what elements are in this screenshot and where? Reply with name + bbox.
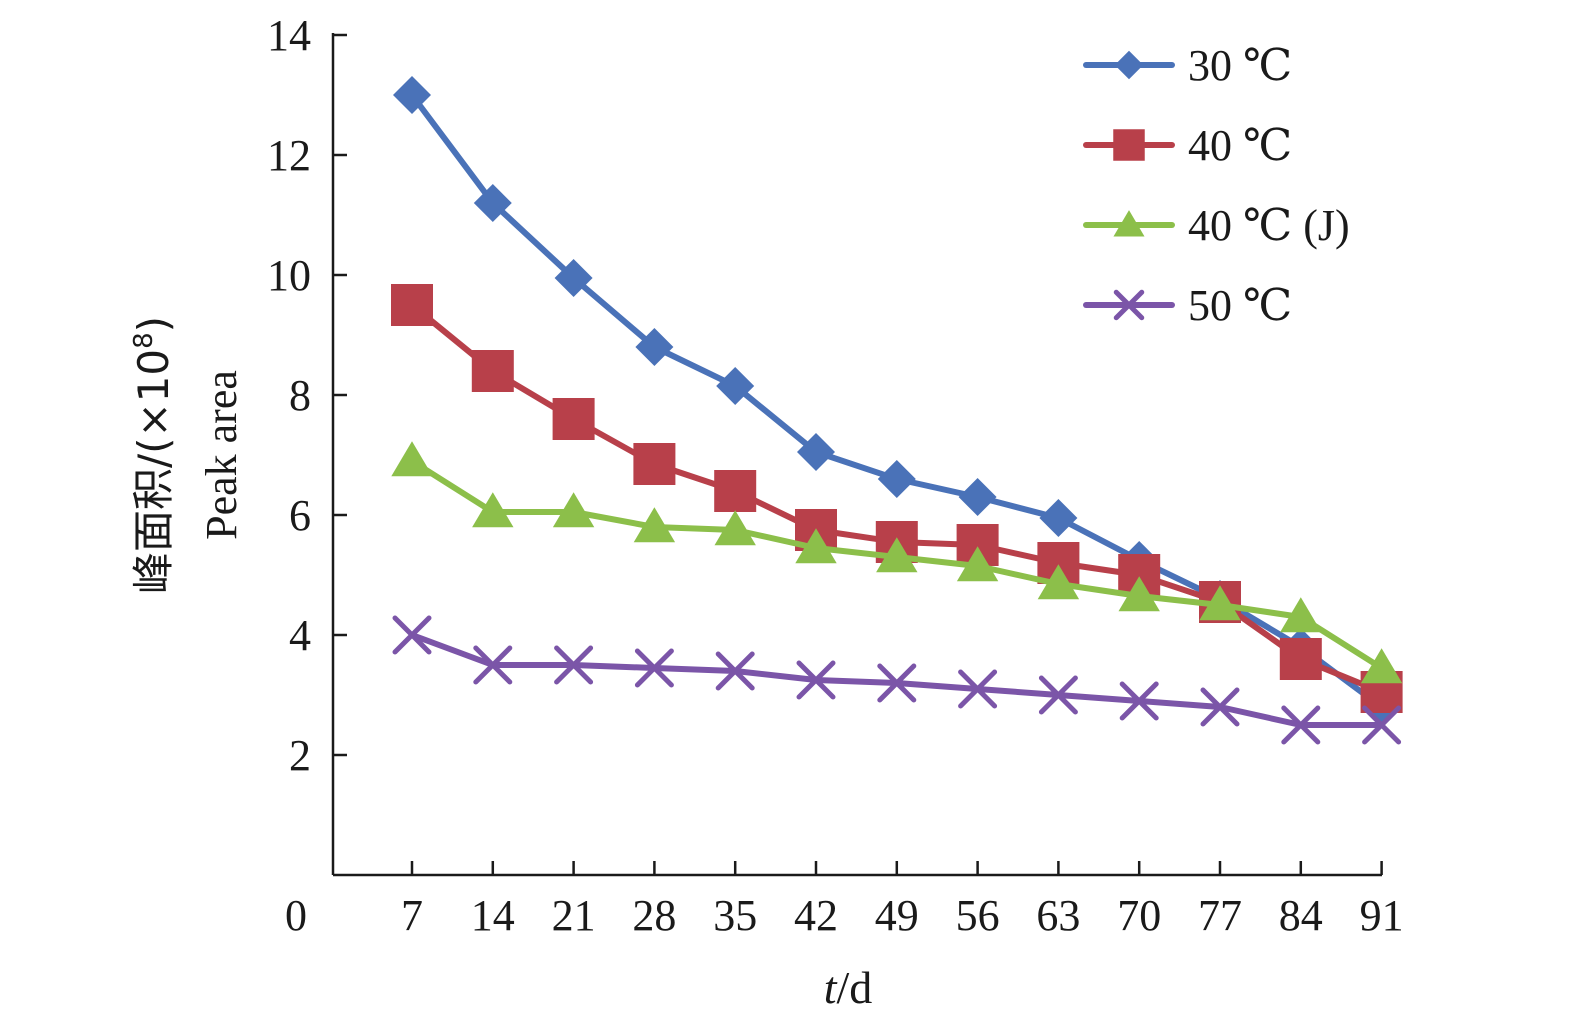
- data-point: [393, 76, 431, 114]
- y-tick-label: 6: [289, 491, 311, 540]
- x-origin-label: 0: [285, 891, 307, 940]
- data-point: [956, 546, 999, 582]
- legend-item: 40 ℃: [1083, 121, 1292, 170]
- data-point: [1038, 675, 1078, 715]
- x-tick-label: 28: [632, 891, 676, 940]
- y-ticks: 2 4 6 8 10 12 14: [267, 11, 347, 780]
- y-tick-label: 8: [289, 371, 311, 420]
- legend-label: 40 ℃: [1188, 121, 1292, 170]
- data-point: [552, 492, 595, 528]
- legend-swatch-marker: [1113, 289, 1145, 321]
- y-tick-label: 4: [289, 611, 311, 660]
- legend-label: 40 ℃ (J): [1188, 201, 1350, 250]
- x-axis-label-variable: t: [824, 962, 838, 1013]
- series-3: [391, 441, 1403, 684]
- x-tick-label: 21: [552, 891, 596, 940]
- x-tick-label: 70: [1117, 891, 1161, 940]
- x-tick-label: 7: [401, 891, 423, 940]
- data-point: [472, 492, 514, 528]
- legend-item: 50 ℃: [1083, 281, 1292, 330]
- legend-swatch-marker: [1114, 50, 1144, 80]
- data-point: [634, 648, 674, 688]
- y-axis-label-cn: 峰面积/(×108): [129, 316, 178, 594]
- y-axis-label: 峰面积/(×108) Peak area: [129, 316, 246, 594]
- series-4: [392, 615, 1402, 745]
- data-point: [876, 537, 918, 573]
- x-tick-label: 63: [1036, 891, 1080, 940]
- legend-label: 30 ℃: [1188, 41, 1292, 90]
- series-2: [391, 284, 1403, 713]
- data-point: [714, 510, 756, 546]
- data-point: [1199, 585, 1241, 621]
- legend-swatch-marker: [1113, 210, 1145, 237]
- data-point: [633, 507, 676, 543]
- data-point: [392, 615, 432, 655]
- data-point: [1279, 638, 1322, 680]
- legend-item: 30 ℃: [1083, 41, 1292, 90]
- series-layer: [391, 76, 1403, 745]
- series-line: [409, 302, 1385, 695]
- data-point: [714, 470, 757, 512]
- y-tick-label: 2: [289, 731, 311, 780]
- data-point: [797, 433, 835, 471]
- data-point: [877, 460, 916, 498]
- data-point: [391, 284, 433, 326]
- x-tick-label: 91: [1360, 891, 1404, 940]
- y-tick-label: 12: [267, 131, 311, 180]
- x-ticks: 7 14 21 28 35 42 49 56 63 70 77 84 91: [401, 861, 1404, 940]
- axes: [331, 33, 1382, 877]
- data-point: [471, 350, 514, 392]
- x-tick-label: 84: [1279, 891, 1323, 940]
- data-point: [1119, 681, 1159, 721]
- data-point: [552, 398, 595, 440]
- legend-item: 40 ℃ (J): [1083, 201, 1350, 250]
- y-tick-label: 14: [267, 11, 311, 60]
- data-point: [716, 367, 755, 405]
- data-point: [1362, 705, 1402, 745]
- data-point: [1281, 705, 1321, 745]
- legend-swatch-marker: [1113, 129, 1145, 161]
- x-axis-label: t/d: [824, 962, 873, 1013]
- data-point: [1200, 687, 1240, 727]
- y-axis-label-close: ): [129, 316, 178, 332]
- data-point: [877, 663, 917, 703]
- x-tick-label: 42: [794, 891, 838, 940]
- data-point: [1037, 564, 1080, 600]
- x-tick-label: 56: [956, 891, 1000, 940]
- x-axis-label-unit: /d: [837, 962, 873, 1013]
- data-point: [795, 528, 837, 564]
- data-point: [473, 645, 513, 685]
- y-axis-label-cn-text: 峰面积/(×10: [129, 349, 178, 594]
- data-point: [1039, 499, 1078, 537]
- legend: 30 ℃ 40 ℃ 40 ℃ (J) 50 ℃: [1083, 41, 1350, 330]
- data-point: [1280, 597, 1322, 633]
- data-point: [554, 645, 594, 685]
- x-tick-label: 49: [875, 891, 919, 940]
- data-point: [391, 441, 433, 477]
- x-tick-label: 14: [471, 891, 515, 940]
- x-tick-label: 35: [713, 891, 757, 940]
- data-point: [1118, 576, 1160, 612]
- y-axis-label-en: Peak area: [197, 370, 246, 540]
- data-point: [554, 259, 593, 297]
- data-point: [473, 184, 512, 222]
- data-point: [633, 443, 676, 485]
- data-point: [715, 651, 755, 691]
- legend-label: 50 ℃: [1188, 281, 1292, 330]
- data-point: [958, 669, 998, 709]
- data-point: [1360, 648, 1403, 684]
- data-point: [958, 478, 997, 516]
- data-point: [635, 328, 674, 366]
- y-axis-label-exponent: 8: [129, 332, 159, 349]
- y-tick-label: 10: [267, 251, 311, 300]
- data-point: [796, 660, 836, 700]
- x-tick-label: 77: [1198, 891, 1242, 940]
